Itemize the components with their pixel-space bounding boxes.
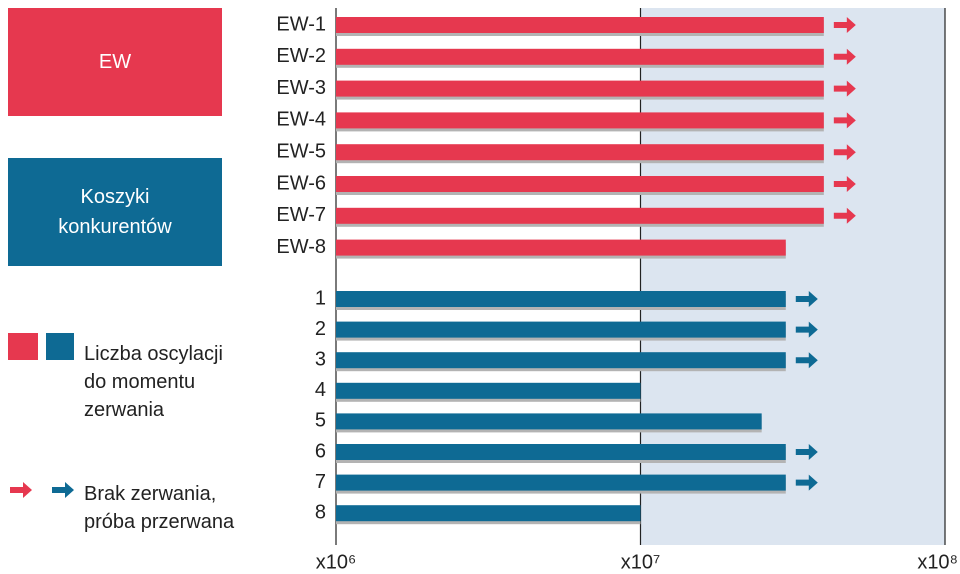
no-break-arrow xyxy=(795,352,818,369)
x-tick-label: x10⁶ xyxy=(316,551,356,573)
no-break-arrow xyxy=(795,474,818,491)
bar xyxy=(336,207,824,224)
no-break-arrow xyxy=(833,80,856,97)
no-break-arrow xyxy=(833,144,856,161)
y-tick-label: EW-4 xyxy=(276,109,326,131)
bar xyxy=(336,505,641,522)
legend-arrow xyxy=(10,482,32,498)
no-break-arrow xyxy=(833,207,856,224)
bar xyxy=(336,48,824,65)
competitor-box-label: Koszyki konkurentów xyxy=(58,186,172,238)
y-tick-label: 8 xyxy=(315,501,326,523)
no-break-arrow xyxy=(833,176,856,192)
bar xyxy=(336,474,786,491)
ew-box-label: EW xyxy=(98,51,132,73)
y-tick-label: 4 xyxy=(315,379,326,401)
legend-swatch xyxy=(8,333,38,360)
y-tick-label: EW-2 xyxy=(276,45,326,67)
y-tick-label: 6 xyxy=(315,440,326,462)
bar xyxy=(336,413,762,430)
y-tick-label: EW-5 xyxy=(276,140,326,162)
legend-arrow-label: Brak zerwania, próba przerwana xyxy=(84,483,235,533)
bar xyxy=(336,444,786,460)
y-tick-label: EW-3 xyxy=(276,77,326,99)
bar xyxy=(336,291,786,307)
y-tick-label: 2 xyxy=(315,318,326,340)
y-tick-label: EW-1 xyxy=(276,13,326,35)
no-break-arrow xyxy=(795,291,818,307)
competitor-box: Koszyki konkurentów xyxy=(8,158,222,266)
bar xyxy=(336,176,824,192)
y-tick-label: 5 xyxy=(315,410,326,432)
bar xyxy=(336,17,824,33)
no-break-arrow xyxy=(833,17,856,33)
bar xyxy=(336,239,786,256)
ew-box: EW xyxy=(8,8,222,116)
y-tick-label: EW-7 xyxy=(276,204,326,226)
y-tick-label: EW-8 xyxy=(276,236,326,258)
no-break-arrow xyxy=(833,112,856,129)
legend-swatch xyxy=(46,333,74,360)
y-tick-label: 1 xyxy=(315,287,326,309)
y-tick-label: EW-6 xyxy=(276,172,326,194)
no-break-arrow xyxy=(795,321,818,338)
x-tick-label: x10⁷ xyxy=(621,551,660,573)
legend-bar-label: Liczba oscylacji do momentu zerwania xyxy=(84,343,223,421)
no-break-arrow xyxy=(833,48,856,65)
legend-arrow xyxy=(52,482,74,498)
bar xyxy=(336,112,824,129)
no-break-arrow xyxy=(795,444,818,460)
x-tick-label: x10⁸ xyxy=(917,551,958,573)
y-tick-label: 3 xyxy=(315,348,326,370)
bar xyxy=(336,352,786,369)
bar xyxy=(336,144,824,161)
bar xyxy=(336,321,786,338)
bar xyxy=(336,80,824,97)
y-tick-label: 7 xyxy=(315,471,326,493)
bar xyxy=(336,382,641,399)
